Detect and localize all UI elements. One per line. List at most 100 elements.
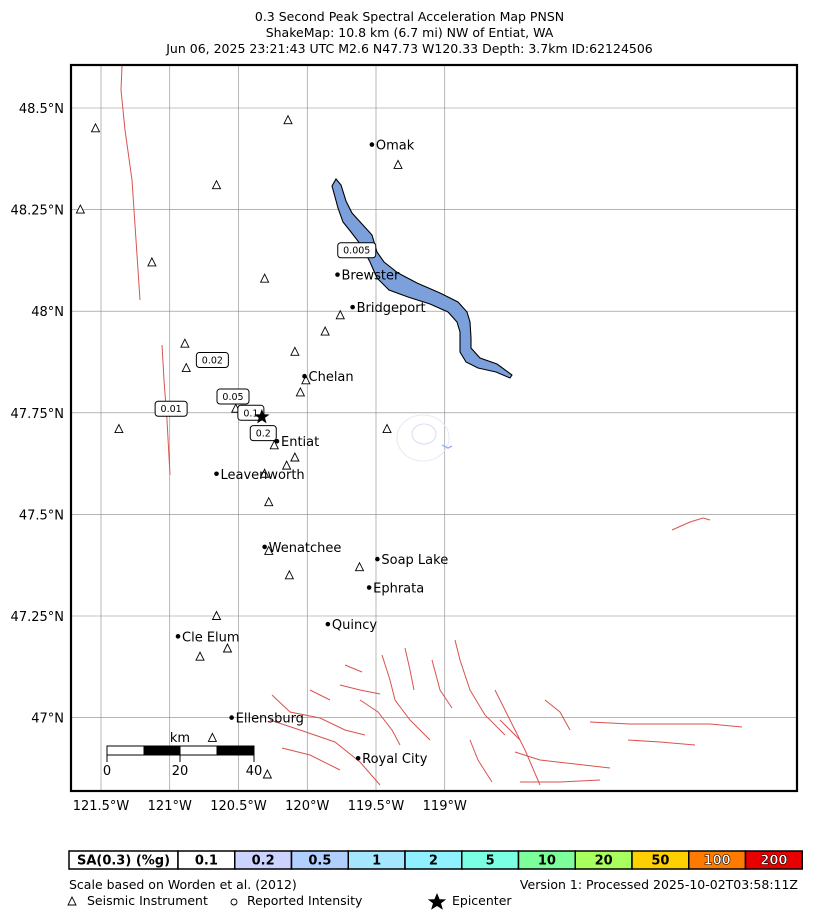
legend-value-label: 0.5	[308, 854, 331, 869]
legend-color-cell	[744, 850, 803, 870]
city-dot	[325, 621, 331, 627]
city-label: Ephrata	[373, 582, 424, 597]
fault-line	[271, 694, 366, 736]
seismic-station-icon	[301, 374, 311, 385]
lake-chelan	[331, 178, 513, 379]
lon-tick-label: 119.5°W	[348, 799, 405, 814]
title-line-3: Jun 06, 2025 23:21:43 UTC M2.6 N47.73 W1…	[166, 41, 653, 56]
lon-tick-label: 119°W	[423, 799, 467, 814]
lat-tick-label: 47.5°N	[19, 508, 64, 523]
legend-value-label: 0.1	[195, 854, 218, 869]
contour-0.5	[411, 423, 437, 445]
fault-line	[359, 699, 401, 746]
contour-0.2	[396, 414, 450, 462]
city-label: Royal City	[362, 752, 428, 767]
seismic-station-icon	[281, 460, 292, 470]
lon-tick-label: 120.5°W	[210, 799, 267, 814]
legend-value-label: 2	[429, 854, 438, 869]
contour-label-box	[154, 400, 188, 417]
fault-line	[269, 719, 381, 786]
seismic-station-icon	[290, 451, 300, 462]
seismic-station-icon	[264, 496, 274, 507]
fault-lines	[120, 65, 743, 786]
seismic-station-icon	[290, 346, 300, 356]
city-dot	[335, 272, 340, 277]
title-line-2: ShakeMap: 10.8 km (6.7 mi) NW of Entiat,…	[265, 25, 554, 40]
city-dot	[369, 142, 375, 147]
fault-line	[627, 739, 696, 746]
seismic-station-icon	[211, 610, 222, 620]
scale-bar: km 0 20 40	[103, 731, 262, 779]
seismic-station-icon	[393, 159, 403, 169]
contour-label: 0.005	[343, 246, 370, 257]
city-label: Brewster	[342, 269, 400, 284]
seismic-station-icon	[195, 651, 205, 661]
city-dot	[302, 373, 307, 379]
contour-label-box	[337, 242, 377, 259]
city-label: Quincy	[332, 618, 377, 633]
lat-tick-label: 48°N	[31, 305, 64, 320]
city-label: Cle Elum	[182, 630, 240, 645]
epicenter-icon	[254, 408, 270, 424]
city-label: Wenatchee	[269, 541, 342, 556]
contour-fragment	[441, 444, 453, 449]
fault-line	[454, 639, 506, 736]
seismic-station-icon	[382, 423, 392, 434]
fault-line	[120, 65, 141, 301]
city-dot	[175, 634, 181, 639]
seismic-station-icon	[262, 768, 273, 779]
city-label: Chelan	[309, 370, 354, 385]
version-info: Version 1: Processed 2025-10-02T03:58:11…	[519, 877, 798, 892]
legend-header: SA(0.3) (%g)	[77, 854, 170, 869]
city-dot	[375, 556, 380, 562]
lat-tick-label: 47.75°N	[11, 407, 64, 422]
seismic-station-icon	[283, 114, 293, 125]
city-markers: Omak Brewster Bridgeport Chelan Entiat Leaven…	[175, 139, 448, 767]
key-seismic-instrument: Seismic Instrument	[87, 893, 208, 908]
lon-tick-label: 120°W	[285, 799, 329, 814]
lat-tick-label: 48.25°N	[11, 204, 64, 219]
contour-label: 0.02	[202, 355, 223, 366]
seismic-station-icon	[90, 122, 101, 133]
seismic-station-icon	[295, 386, 306, 397]
scale-bar-title: km	[170, 731, 190, 746]
legend-value-label: 100	[704, 854, 731, 869]
seismic-station-icon	[354, 561, 365, 572]
fault-line	[381, 654, 431, 741]
contour-label: 0.01	[161, 404, 182, 415]
city-label: Ellensburg	[236, 712, 304, 727]
lat-tick-label: 47.25°N	[11, 610, 64, 625]
legend-value-label: 0.2	[252, 854, 275, 869]
contour-label-box	[195, 351, 229, 368]
legend-value-label: 1	[372, 854, 381, 869]
scale-bar-label: 40	[246, 764, 263, 779]
city-label: Bridgeport	[357, 301, 426, 316]
fault-line	[499, 719, 521, 741]
map-frame	[69, 63, 799, 793]
contour-labels: 0.005 0.02 0.05 0.01 0.1 0.2	[154, 242, 377, 442]
city-label: Omak	[376, 139, 415, 154]
symbol-key	[67, 893, 447, 910]
city-dot	[350, 304, 355, 310]
seismic-station-icon	[207, 732, 218, 742]
seismic-station-icon	[75, 204, 86, 214]
city-dot	[366, 585, 372, 590]
fault-line	[589, 721, 743, 728]
lon-tick-label: 121°W	[148, 799, 192, 814]
fault-line	[339, 684, 381, 695]
fault-line	[514, 751, 611, 769]
city-dot	[355, 755, 361, 761]
seismic-station-icon	[147, 256, 157, 267]
contour-label-box	[216, 388, 250, 405]
lon-tick-label: 121.5°W	[73, 799, 130, 814]
city-dot	[214, 471, 219, 477]
scale-bar-label: 20	[172, 764, 189, 779]
legend-value-label: 200	[760, 854, 787, 869]
city-dot	[262, 544, 267, 550]
seismic-station-icon	[222, 643, 233, 653]
graticule	[71, 65, 797, 791]
seismic-station-icon	[335, 309, 345, 320]
seismic-instrument-icon	[67, 895, 77, 906]
seismic-station-icon	[320, 326, 330, 336]
